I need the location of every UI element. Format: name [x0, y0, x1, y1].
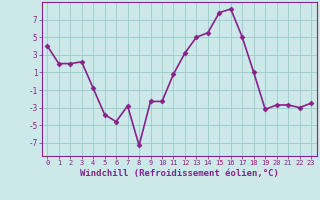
X-axis label: Windchill (Refroidissement éolien,°C): Windchill (Refroidissement éolien,°C) [80, 169, 279, 178]
